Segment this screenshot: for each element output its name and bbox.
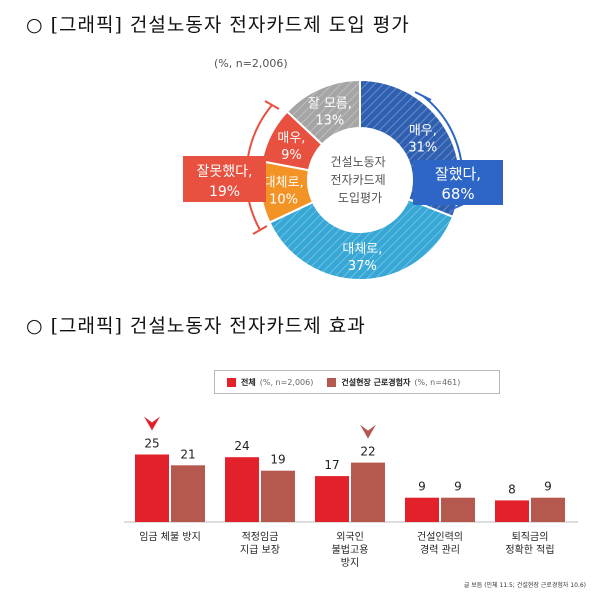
bar-value-0-2: 17 [324,458,339,472]
bar-0-2 [315,476,349,522]
legend-swatch-total [227,377,236,387]
bar-value-0-0: 25 [144,437,159,451]
category-label-3: 건설인력의 경력 관리 [417,531,463,556]
bar-value-0-4: 8 [508,482,516,496]
pie-slice-label-3: 매우, 9% [277,131,305,163]
legend-item-workers: 건설현장 근로경험자 (%, n=461) [327,377,460,388]
bar-value-1-0: 21 [180,447,195,461]
pie-subtitle: (%, n=2,006) [214,57,288,70]
callout-positive: 잘했다, 68% [413,160,503,205]
pie-center-label: 건설노동자 전자카드제 도입평가 [330,155,389,205]
bar-0-4 [495,500,529,522]
bar-1-1 [261,470,295,522]
pie-slice-label-0: 매우, 31% [408,123,437,155]
pie-slice-label-2: 대체로, 10% [264,176,304,208]
bar-1-0 [171,465,205,522]
pie-slice-label-1: 대체로, 37% [342,242,382,274]
pie-slice-label-4: 잘 모름, 13% [308,96,352,128]
legend-label-workers: 건설현장 근로경험자 [341,377,411,387]
callout-negative-label: 잘못했다, [197,164,253,180]
legend-swatch-workers [327,377,337,387]
bar-value-1-2: 22 [360,445,375,459]
callout-negative-value: 19% [209,184,240,200]
bar-legend: 전체 (%, n=2,006) 건설현장 근로경험자 (%, n=461) [214,370,500,394]
callout-negative: 잘못했다, 19% [183,156,266,202]
legend-label-total: 전체 [241,377,256,387]
category-label-0: 임금 체불 방지 [139,530,201,543]
source-note: 글 보듬 (인체 11.5; 건설현장 근로경험자 10.6) [463,582,586,589]
category-label-4: 퇴직금의 정확한 적립 [505,531,554,556]
callout-positive-label: 잘했다, [435,165,481,183]
bar-0-3 [405,497,439,522]
section-title-evaluation: ○ [그래픽] 건설노동자 전자카드제 도입 평가 [26,14,410,36]
bar-0-1 [225,457,259,522]
bar-1-4 [531,497,565,522]
callout-positive-value: 68% [441,185,474,203]
bar-1-3 [441,497,475,522]
bar-value-0-3: 9 [418,480,426,494]
evaluation-pie-chart: (%, n=2,006) 매우, 31% 대체로, 37% 대체로, 10% 매우, 9%잘 … [183,57,503,281]
effect-bar-chart: 25 21 임금 체불 방지 24 19 적정임금 지급 보장 17 22 외국인 불법고용 방지 9 9… [124,416,578,569]
legend-note-total: (%, n=2,006) [259,377,314,387]
bar-value-1-3: 9 [454,480,462,494]
category-label-2: 외국인 불법고용 방지 [332,531,369,569]
bar-0-0 [135,454,169,522]
category-label-1: 적정임금 지급 보장 [240,530,280,556]
highlight-chevron-icon-0 [144,416,160,431]
legend-item-total: 전체 (%, n=2,006) [227,377,313,388]
pie-slice-hatch-4 [287,80,360,145]
pie-center-hole [308,128,412,232]
legend-note-workers: (%, n=461) [414,377,461,387]
highlight-chevron-icon-1 [360,424,376,439]
pie-slice-hatch-1 [269,199,453,280]
bar-value-1-4: 9 [544,480,552,494]
bar-1-2 [351,462,385,522]
bar-value-0-1: 24 [234,439,249,453]
section-title-effect: ○ [그래픽] 건설노동자 전자카드제 효과 [26,315,366,337]
bar-value-1-1: 19 [270,453,285,467]
